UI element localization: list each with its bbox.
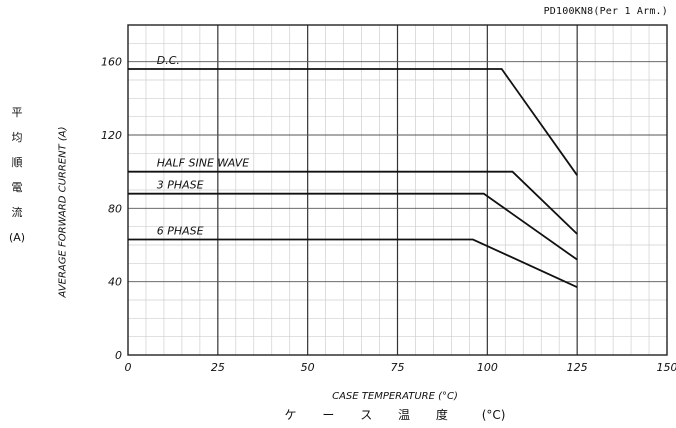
- x-tick-label: 150: [657, 361, 676, 374]
- y-label-jp-char: 流: [11, 206, 23, 219]
- plot-border: [127, 24, 668, 356]
- y-label-jp-char: 電: [11, 181, 23, 194]
- series-line: [128, 192, 578, 261]
- series-line: [128, 68, 578, 176]
- series-labels: D.C. HALF SINE WAVE 3 PHASE 6 PHASE: [157, 54, 249, 238]
- series-line: [128, 238, 578, 288]
- y-tick-labels: 0 40 80 120 160: [101, 56, 122, 362]
- y-tick-label: 40: [108, 276, 122, 289]
- y-axis-label-jp: 平 均 順 電 流 (A): [8, 100, 26, 250]
- x-tick-label: 25: [211, 361, 225, 374]
- x-label-jp-char: 温: [398, 408, 411, 422]
- series-lines: [128, 68, 578, 288]
- y-tick-label: 160: [101, 56, 122, 69]
- x-label-jp-char: ス: [360, 408, 373, 422]
- x-tick-label: 50: [301, 361, 315, 374]
- y-tick-label: 120: [101, 129, 122, 142]
- y-axis-label: AVERAGE FORWARD CURRENT (A): [57, 126, 69, 298]
- major-grid: [128, 25, 667, 355]
- series-line: [128, 170, 578, 235]
- series-label: 6 PHASE: [157, 225, 204, 238]
- x-tick-label: 0: [125, 361, 132, 374]
- x-axis-label-jp: ケ ー ス 温 度 (°C): [285, 406, 506, 423]
- x-label-jp-char: (°C): [481, 408, 506, 422]
- y-label-jp-char: 均: [11, 131, 23, 144]
- x-axis-label: CASE TEMPERATURE (°C): [332, 391, 458, 402]
- y-label-jp-char: 順: [11, 156, 23, 169]
- y-tick-label: 0: [115, 349, 122, 362]
- y-label-jp-char: 平: [11, 106, 23, 119]
- series-label: 3 PHASE: [157, 179, 204, 192]
- y-tick-label: 80: [108, 202, 122, 215]
- x-tick-label: 75: [391, 361, 405, 374]
- series-label: HALF SINE WAVE: [157, 157, 249, 170]
- plot-frame: [127, 24, 668, 356]
- series-label: D.C.: [157, 54, 180, 67]
- part-number: PD100KN8(Per 1 Arm.): [543, 6, 668, 17]
- y-label-jp-char: (A): [8, 231, 26, 244]
- x-tick-label: 100: [477, 361, 498, 374]
- x-label-jp-char: ー: [322, 408, 335, 422]
- x-tick-labels: 0 25 50 75 100 125 150: [125, 361, 676, 374]
- x-tick-label: 125: [567, 361, 588, 374]
- x-label-jp-char: 度: [435, 408, 448, 422]
- x-label-jp-char: ケ: [284, 408, 297, 422]
